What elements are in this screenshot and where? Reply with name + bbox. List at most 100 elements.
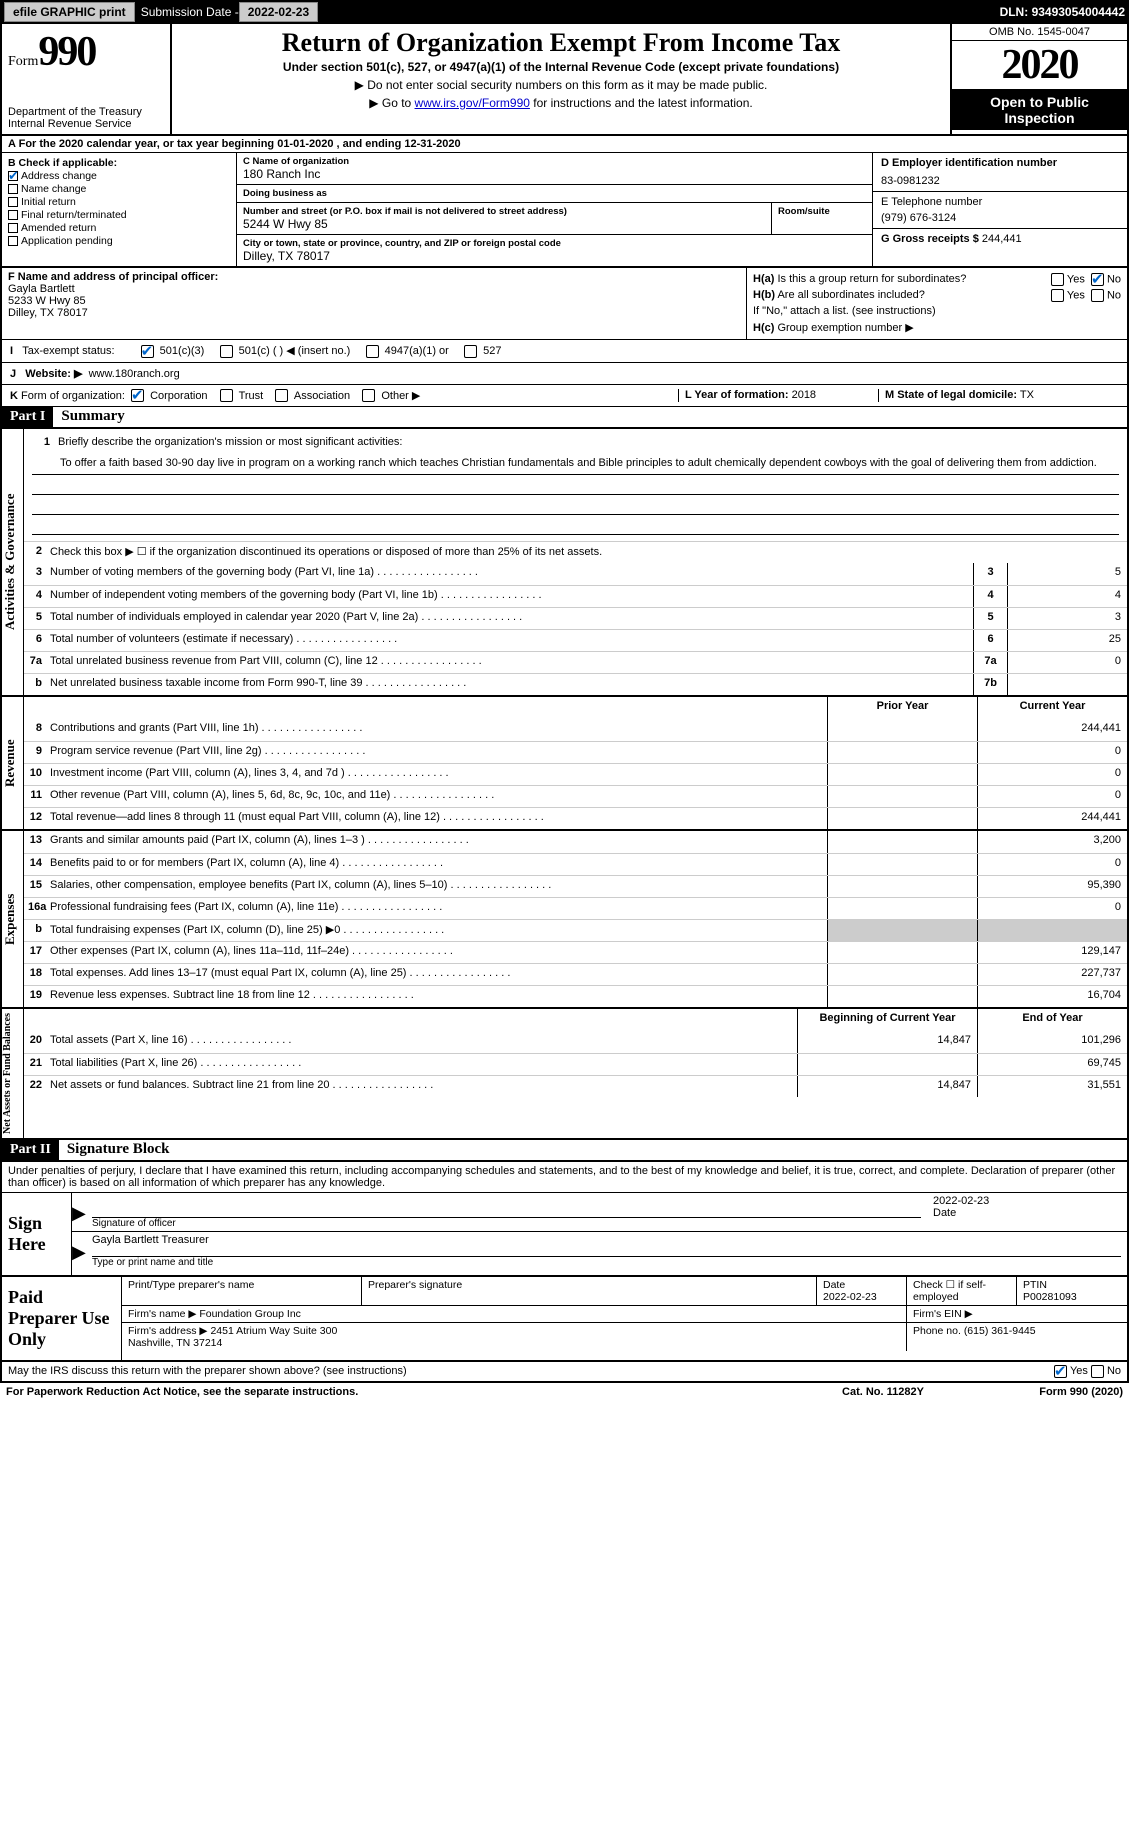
prior-year-value xyxy=(827,719,977,741)
net-assets-section: Net Assets or Fund Balances Beginning of… xyxy=(0,1009,1129,1140)
org-name-label: C Name of organization xyxy=(243,156,866,167)
end-year-header: End of Year xyxy=(977,1009,1127,1031)
summary-line: Other revenue (Part VIII, column (A), li… xyxy=(46,786,827,807)
h-b: H(b) Are all subordinates included? Yes … xyxy=(753,287,1121,303)
summary-line: Total revenue—add lines 8 through 11 (mu… xyxy=(46,808,827,829)
org-name: 180 Ranch Inc xyxy=(243,167,866,181)
phone-label: E Telephone number xyxy=(881,196,1119,208)
prior-year-value xyxy=(827,898,977,919)
city-label: City or town, state or province, country… xyxy=(243,238,866,249)
current-year-value: 0 xyxy=(977,742,1127,763)
summary-line: Benefits paid to or for members (Part IX… xyxy=(46,854,827,875)
self-employed-check: Check ☐ if self-employed xyxy=(907,1277,1017,1305)
org-form-opt[interactable]: Corporation xyxy=(128,390,217,402)
summary-line: Salaries, other compensation, employee b… xyxy=(46,876,827,897)
ptin-label: PTIN xyxy=(1023,1279,1047,1291)
org-form-opt[interactable]: Association xyxy=(272,390,359,402)
department: Department of the Treasury Internal Reve… xyxy=(8,106,164,130)
tax-status-opt[interactable]: 501(c) ( ) ◀ (insert no.) xyxy=(217,345,363,357)
row-a-tax-year: A For the 2020 calendar year, or tax yea… xyxy=(0,136,1129,153)
preparer-name-label: Print/Type preparer's name xyxy=(122,1277,362,1305)
org-form-opt[interactable]: Trust xyxy=(217,390,273,402)
current-year-value: 244,441 xyxy=(977,719,1127,741)
paid-preparer-label: Paid Preparer Use Only xyxy=(2,1277,122,1360)
current-year-value: 227,737 xyxy=(977,964,1127,985)
part-2-header: Part IISignature Block xyxy=(0,1140,1129,1162)
end-year-value: 101,296 xyxy=(977,1031,1127,1053)
sign-here-block: Sign Here ▶ Signature of officer 2022-02… xyxy=(0,1193,1129,1277)
vtab-revenue: Revenue xyxy=(2,697,24,829)
current-year-value: 0 xyxy=(977,854,1127,875)
org-form-opt[interactable]: Other ▶ xyxy=(359,390,429,402)
summary-line: Number of independent voting members of … xyxy=(46,586,973,607)
vtab-expenses: Expenses xyxy=(2,831,24,1007)
phone-value: (979) 676-3124 xyxy=(881,212,1119,224)
current-year-value: 129,147 xyxy=(977,942,1127,963)
prior-year-value xyxy=(827,964,977,985)
efile-print-button[interactable]: efile GRAPHIC print xyxy=(4,2,135,22)
current-year-value: 244,441 xyxy=(977,808,1127,829)
section-b-checkboxes: B Check if applicable: Address changeNam… xyxy=(2,153,237,266)
dba-label: Doing business as xyxy=(243,188,866,199)
b-label: B Check if applicable: xyxy=(8,157,230,169)
summary-value: 3 xyxy=(1007,608,1127,629)
gross-receipts-value: 244,441 xyxy=(982,233,1022,245)
summary-line: Grants and similar amounts paid (Part IX… xyxy=(46,831,827,853)
checkbox-application-pending[interactable]: Application pending xyxy=(8,235,230,247)
current-year-value xyxy=(977,920,1127,941)
sign-here-label: Sign Here xyxy=(2,1193,72,1275)
summary-line: Total fundraising expenses (Part IX, col… xyxy=(46,920,827,941)
summary-line: Net unrelated business taxable income fr… xyxy=(46,674,973,695)
summary-value xyxy=(1007,674,1127,695)
checkbox-initial-return[interactable]: Initial return xyxy=(8,196,230,208)
officer-addr1: 5233 W Hwy 85 xyxy=(8,295,740,307)
vtab-activities: Activities & Governance xyxy=(2,429,24,695)
preparer-sig-label: Preparer's signature xyxy=(362,1277,817,1305)
expenses-section: Expenses 13Grants and similar amounts pa… xyxy=(0,831,1129,1009)
begin-year-value: 14,847 xyxy=(797,1031,977,1053)
officer-addr2: Dilley, TX 78017 xyxy=(8,307,740,319)
officer-label: F Name and address of principal officer: xyxy=(8,271,740,283)
summary-line: Total liabilities (Part X, line 26) xyxy=(46,1054,797,1075)
tax-status-opt[interactable]: 4947(a)(1) or xyxy=(363,345,461,357)
form-subtitle: Under section 501(c), 527, or 4947(a)(1)… xyxy=(180,60,942,74)
checkbox-name-change[interactable]: Name change xyxy=(8,183,230,195)
room-label: Room/suite xyxy=(778,206,866,217)
firm-ein-label: Firm's EIN ▶ xyxy=(907,1306,1127,1322)
prior-year-value xyxy=(827,831,977,853)
end-year-value: 31,551 xyxy=(977,1076,1127,1097)
tax-status-opt[interactable]: 527 xyxy=(461,345,514,357)
prep-date-label: Date xyxy=(823,1279,845,1291)
city-value: Dilley, TX 78017 xyxy=(243,249,866,263)
summary-line: Total number of volunteers (estimate if … xyxy=(46,630,973,651)
j-website: J Website: ▶ www.180ranch.org xyxy=(0,363,1129,385)
part-1-header: Part ISummary xyxy=(0,407,1129,429)
firm-phone-label: Phone no. xyxy=(913,1325,961,1337)
checkbox-final-return-terminated[interactable]: Final return/terminated xyxy=(8,209,230,221)
summary-value: 4 xyxy=(1007,586,1127,607)
prior-year-value xyxy=(827,986,977,1007)
officer-name: Gayla Bartlett xyxy=(8,283,740,295)
prior-year-header: Prior Year xyxy=(827,697,977,719)
prior-year-value xyxy=(827,786,977,807)
prior-year-value xyxy=(827,854,977,875)
mission-label: Briefly describe the organization's miss… xyxy=(54,433,1119,455)
address-value: 5244 W Hwy 85 xyxy=(243,217,765,231)
tax-status-opt[interactable]: 501(c)(3) xyxy=(138,345,217,357)
revenue-section: Revenue Prior Year Current Year 8Contrib… xyxy=(0,697,1129,831)
q2-text: Check this box ▶ ☐ if the organization d… xyxy=(46,542,1127,563)
firm-phone: (615) 361-9445 xyxy=(964,1325,1036,1337)
checkbox-address-change[interactable]: Address change xyxy=(8,170,230,182)
prior-year-value xyxy=(827,876,977,897)
prior-year-value xyxy=(827,920,977,941)
current-year-value: 16,704 xyxy=(977,986,1127,1007)
prior-year-value xyxy=(827,742,977,763)
irs-link[interactable]: www.irs.gov/Form990 xyxy=(415,96,530,110)
summary-value: 25 xyxy=(1007,630,1127,651)
sig-date: 2022-02-23 xyxy=(933,1195,1121,1207)
top-bar: efile GRAPHIC print Submission Date - 20… xyxy=(0,0,1129,24)
checkbox-amended-return[interactable]: Amended return xyxy=(8,222,230,234)
end-year-value: 69,745 xyxy=(977,1054,1127,1075)
officer-typed-name: Gayla Bartlett Treasurer xyxy=(92,1234,1121,1256)
summary-line: Total expenses. Add lines 13–17 (must eq… xyxy=(46,964,827,985)
